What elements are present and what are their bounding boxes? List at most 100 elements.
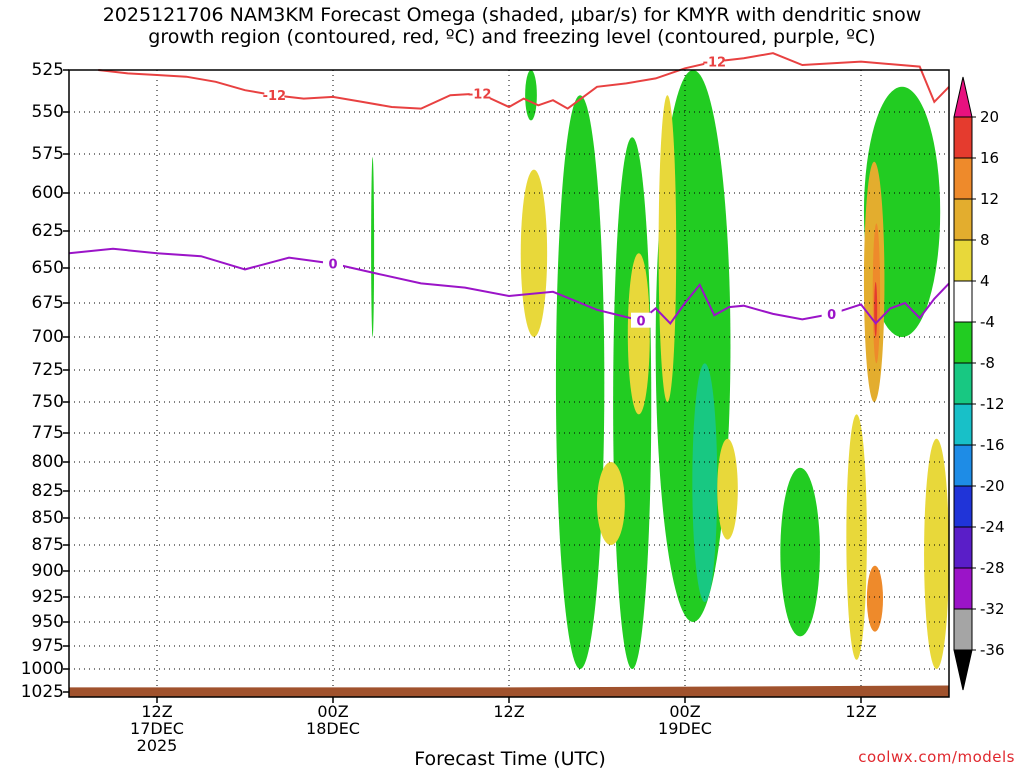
colorbar-label-5: -4 <box>980 313 995 331</box>
contour-label-bg-0-1 <box>631 312 651 328</box>
x-axis-title: Forecast Time (UTC) <box>414 748 606 770</box>
colorbar <box>953 76 976 691</box>
omega-region-3 <box>613 137 652 669</box>
colorbar-label-12: -32 <box>980 600 1005 618</box>
colorbar-label-1: 16 <box>980 149 1000 167</box>
colorbar-segment-7 <box>953 362 973 405</box>
contour-label-1-2: -12 <box>703 56 727 71</box>
omega-region-1 <box>525 70 537 121</box>
contour-lines: 0 0 0 -12 -12 -12 <box>68 52 950 330</box>
contour-label-bg-1-2 <box>704 53 725 69</box>
colorbar-segment-10 <box>953 485 973 528</box>
colorbar-segment-13 <box>953 608 973 651</box>
colorbar-label-4: 4 <box>980 272 990 290</box>
y-tick-label-600: 600 <box>31 183 64 203</box>
x-tick-label-3-1: 19DEC <box>658 719 712 738</box>
contour-label-1-0: -12 <box>263 89 287 104</box>
y-tick-label-550: 550 <box>31 102 64 122</box>
colorbar-label-13: -36 <box>980 641 1005 659</box>
omega-region-2 <box>555 95 605 669</box>
omega-region-18 <box>874 282 878 337</box>
colorbar-label-2: 12 <box>980 190 1000 208</box>
omega-shading-layer <box>371 70 949 669</box>
y-tick-label-525: 525 <box>31 60 64 80</box>
y-tick-label-850: 850 <box>31 508 64 528</box>
x-tick-label-4-0: 12Z <box>845 702 877 721</box>
colorbar-segment-12 <box>953 567 973 610</box>
colorbar-label-8: -16 <box>980 436 1005 454</box>
title-line-2: growth region (contoured, red, ºC) and f… <box>148 26 876 48</box>
x-tick-label-0-2: 2025 <box>136 736 178 755</box>
omega-region-14 <box>924 438 949 669</box>
omega-region-10 <box>627 253 650 415</box>
contour-label-bg-0-0 <box>323 255 343 271</box>
freezing-level-line <box>68 247 950 325</box>
x-tick-label-2-0: 12Z <box>493 702 525 721</box>
contour-label-bg-1-1 <box>469 85 490 101</box>
chart-title: 2025121706 NAM3KM Forecast Omega (shaded… <box>0 4 1024 48</box>
colorbar-bottom-triangle <box>953 649 973 691</box>
x-tick-label-3-0: 00Z <box>669 702 701 721</box>
colorbar-label-10: -24 <box>980 518 1005 536</box>
colorbar-top-triangle <box>953 76 973 118</box>
omega-region-0 <box>371 157 375 337</box>
omega-region-11 <box>658 95 677 402</box>
omega-region-7 <box>692 363 718 602</box>
y-tick-label-725: 725 <box>31 360 64 380</box>
x-tick-label-1-1: 18DEC <box>306 719 360 738</box>
credit-link[interactable]: coolwx.com/models <box>858 748 1015 766</box>
y-tick-label-800: 800 <box>31 452 64 472</box>
y-tick-label-875: 875 <box>31 535 64 555</box>
y-tick-label-1025: 1025 <box>20 682 64 702</box>
y-tick-label-625: 625 <box>31 221 64 241</box>
y-tick-label-650: 650 <box>31 258 64 278</box>
gridlines <box>69 69 949 697</box>
y-tick-label-975: 975 <box>31 636 64 656</box>
colorbar-segment-4 <box>953 239 973 282</box>
omega-region-5 <box>780 467 820 637</box>
colorbar-label-0: 20 <box>980 108 1000 126</box>
colorbar-label-6: -8 <box>980 354 995 372</box>
colorbar-label-11: -28 <box>980 559 1005 577</box>
contour-label-bg-0-2 <box>821 305 842 321</box>
omega-region-8 <box>520 169 548 337</box>
y-tick-label-700: 700 <box>31 327 64 347</box>
y-tick-label-950: 950 <box>31 612 64 632</box>
x-tick-label-0-1: 17DEC <box>130 719 184 738</box>
contour-label-0-0: 0 <box>328 258 337 273</box>
y-tick-label-925: 925 <box>31 587 64 607</box>
y-tick-label-575: 575 <box>31 144 64 164</box>
omega-region-17 <box>866 565 884 632</box>
y-tick-label-900: 900 <box>31 561 64 581</box>
y-tick-label-1000: 1000 <box>20 659 64 679</box>
colorbar-segment-3 <box>953 198 973 241</box>
dendritic-minus12-line <box>98 52 950 110</box>
colorbar-segment-11 <box>953 526 973 569</box>
colorbar-label-3: 8 <box>980 231 990 249</box>
colorbar-label-7: -12 <box>980 395 1005 413</box>
terrain-fill <box>69 685 949 697</box>
contour-label-bg-1-0 <box>264 87 285 103</box>
colorbar-segment-1 <box>953 116 973 159</box>
contour-label-0-1: 0 <box>636 315 645 330</box>
omega-region-12 <box>717 438 738 540</box>
title-line-1: 2025121706 NAM3KM Forecast Omega (shaded… <box>102 4 922 26</box>
terrain-layer <box>69 685 949 697</box>
x-tick-label-1-0: 00Z <box>317 702 349 721</box>
colorbar-label-9: -20 <box>980 477 1005 495</box>
colorbar-segment-9 <box>953 444 973 487</box>
omega-region-9 <box>597 462 625 545</box>
contour-label-1-1: -12 <box>468 88 492 103</box>
colorbar-segment-6 <box>953 321 973 364</box>
contour-label-0-2: 0 <box>827 308 836 323</box>
y-tick-label-675: 675 <box>31 293 64 313</box>
y-tick-label-750: 750 <box>31 392 64 412</box>
axis-ticks <box>63 69 862 703</box>
omega-region-13 <box>846 414 867 660</box>
y-tick-label-775: 775 <box>31 423 64 443</box>
x-tick-label-0-0: 12Z <box>141 702 173 721</box>
plot-frame <box>68 69 950 698</box>
colorbar-segment-8 <box>953 403 973 446</box>
colorbar-segment-2 <box>953 157 973 200</box>
